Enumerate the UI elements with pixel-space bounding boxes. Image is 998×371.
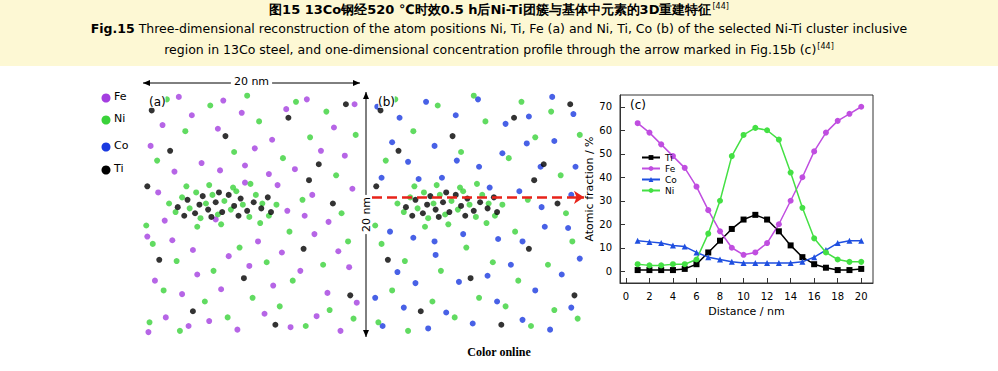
svg-text:50: 50 xyxy=(599,148,612,159)
svg-text:13Co钢经520 ℃时效0.5 h后Ni-Ti团簇与基体中: 13Co钢经520 ℃时效0.5 h后Ni-Ti团簇与基体中元素的3D重建特征 xyxy=(300,2,711,17)
svg-text:16: 16 xyxy=(808,291,821,302)
svg-text:20: 20 xyxy=(599,219,612,230)
svg-text:20 nm: 20 nm xyxy=(360,197,373,232)
svg-text:Ti: Ti xyxy=(664,153,673,163)
svg-text:(b): (b) xyxy=(378,95,395,109)
svg-text:0: 0 xyxy=(606,266,612,277)
svg-text:10: 10 xyxy=(737,291,750,302)
svg-text:Fe: Fe xyxy=(114,90,127,103)
svg-text:Fig.15: Fig.15 xyxy=(91,21,135,36)
svg-text:Ni: Ni xyxy=(114,112,125,125)
svg-text:[44]: [44] xyxy=(817,42,833,51)
svg-text:region in 13Co steel, and one-: region in 13Co steel, and one-dimensiona… xyxy=(164,42,816,57)
svg-text:8: 8 xyxy=(717,291,723,302)
svg-text:(a): (a) xyxy=(149,95,166,109)
svg-text:Distance / nm: Distance / nm xyxy=(708,305,784,318)
svg-text:18: 18 xyxy=(831,291,844,302)
svg-text:(c): (c) xyxy=(630,98,646,112)
svg-text:Atomic fraction / %: Atomic fraction / % xyxy=(583,136,596,241)
svg-text:Three-dimensional reconstructi: Three-dimensional reconstruction of the … xyxy=(135,21,908,36)
svg-text:Fe: Fe xyxy=(665,164,676,174)
svg-text:20 nm: 20 nm xyxy=(234,75,269,88)
svg-text:Ti: Ti xyxy=(113,162,123,175)
svg-text:20: 20 xyxy=(855,291,868,302)
svg-text:Ni: Ni xyxy=(665,186,674,196)
svg-text:[44]: [44] xyxy=(712,2,728,11)
svg-text:图15: 图15 xyxy=(269,2,300,17)
svg-text:40: 40 xyxy=(599,172,612,183)
svg-text:4: 4 xyxy=(670,291,676,302)
svg-text:Co: Co xyxy=(114,139,129,152)
svg-text:6: 6 xyxy=(693,291,699,302)
svg-text:Color online: Color online xyxy=(467,345,531,359)
svg-text:60: 60 xyxy=(599,125,612,136)
svg-text:Co: Co xyxy=(665,175,677,185)
svg-text:30: 30 xyxy=(599,195,612,206)
svg-text:70: 70 xyxy=(599,101,612,112)
svg-text:12: 12 xyxy=(761,291,774,302)
svg-text:10: 10 xyxy=(599,242,612,253)
svg-text:2: 2 xyxy=(646,291,652,302)
svg-text:0: 0 xyxy=(623,291,629,302)
svg-text:14: 14 xyxy=(784,291,797,302)
